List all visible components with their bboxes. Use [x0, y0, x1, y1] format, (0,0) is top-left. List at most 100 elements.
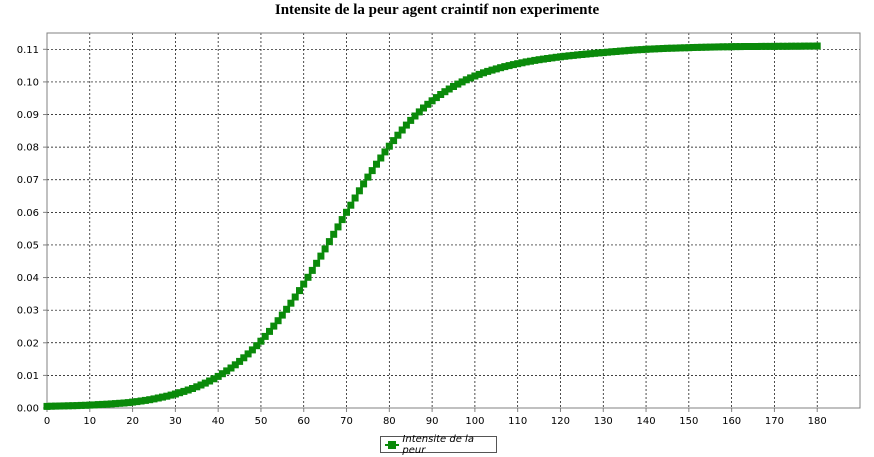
data-point — [715, 43, 723, 51]
data-point — [723, 43, 731, 51]
data-point — [236, 357, 244, 365]
data-point — [112, 400, 119, 408]
plot-border — [46, 32, 861, 409]
data-point — [77, 401, 85, 409]
data-point — [625, 46, 633, 54]
data-point — [445, 85, 453, 93]
data-point — [402, 121, 410, 129]
data-point — [171, 390, 179, 398]
data-point — [462, 76, 470, 84]
data-point — [415, 108, 423, 116]
data-point — [206, 377, 214, 385]
axes — [46, 32, 861, 409]
data-point — [176, 389, 184, 397]
data-point — [471, 72, 479, 80]
data-point — [82, 401, 89, 409]
data-point — [124, 399, 132, 407]
data-point — [146, 396, 154, 404]
data-point — [214, 372, 222, 380]
x-tick-label: 90 — [426, 416, 439, 427]
data-point — [283, 305, 291, 313]
data-point — [189, 385, 196, 392]
data-point — [467, 74, 475, 82]
data-point — [368, 167, 376, 175]
data-point — [137, 397, 145, 405]
data-point — [557, 53, 564, 61]
data-point — [437, 91, 445, 98]
data-point — [201, 379, 209, 387]
data-point — [663, 44, 671, 52]
data-point — [248, 346, 256, 354]
data-point — [180, 387, 188, 395]
data-point — [565, 52, 573, 60]
data-point — [736, 43, 744, 51]
data-point — [244, 350, 252, 358]
x-ticks: 0 10 20 30 40 50 60 70 80 90 100 110 120 130 140 150 160… — [44, 408, 827, 427]
data-point — [775, 42, 783, 50]
data-point — [505, 62, 513, 70]
data-point — [676, 44, 684, 52]
data-point — [783, 42, 791, 50]
data-point — [655, 45, 663, 53]
data-point — [424, 100, 432, 108]
data-point — [73, 402, 81, 410]
data-point — [552, 53, 560, 61]
y-tick-label: 0.00 — [17, 404, 39, 415]
data-point — [706, 43, 714, 51]
data-point — [518, 59, 526, 67]
data-point — [454, 80, 462, 88]
data-point — [141, 396, 149, 404]
data-point — [561, 52, 569, 60]
series-0 — [43, 42, 821, 410]
data-point — [728, 43, 736, 51]
y-ticks: 0.00 0.01 0.02 0.03 0.04 0.05 0.06 0.07 0.08 0.09… — [17, 45, 47, 415]
data-point — [278, 311, 286, 319]
data-point — [300, 280, 308, 288]
data-point — [218, 370, 226, 378]
y-tick-label: 0.08 — [17, 143, 39, 154]
data-point — [325, 238, 333, 246]
data-point — [227, 364, 235, 372]
x-tick-label: 0 — [44, 416, 50, 427]
x-tick-label: 40 — [212, 416, 225, 427]
data-point — [317, 252, 325, 260]
data-point — [693, 43, 701, 51]
data-point — [629, 46, 637, 54]
data-point — [719, 43, 727, 51]
data-point — [120, 399, 128, 407]
data-point — [450, 83, 457, 90]
data-point — [484, 67, 492, 75]
data-point — [766, 42, 774, 50]
data-point — [642, 45, 650, 53]
data-point — [60, 402, 68, 410]
data-point — [668, 44, 676, 52]
data-point — [407, 116, 415, 124]
data-point — [809, 42, 817, 50]
x-tick-label: 130 — [594, 416, 613, 427]
x-tick-label: 70 — [340, 416, 353, 427]
data-point — [762, 42, 770, 50]
data-point — [253, 342, 261, 350]
data-point — [355, 187, 363, 195]
data-point — [347, 201, 355, 209]
y-tick-label: 0.03 — [17, 306, 39, 317]
data-point — [364, 173, 372, 181]
data-point — [432, 94, 440, 102]
y-tick-label: 0.09 — [17, 110, 39, 121]
data-point — [197, 381, 205, 389]
data-point — [351, 194, 359, 202]
data-point — [90, 401, 98, 409]
data-point — [608, 48, 616, 56]
x-tick-label: 140 — [637, 416, 656, 427]
data-point — [94, 401, 102, 409]
data-point — [296, 287, 303, 295]
data-point — [779, 42, 787, 50]
x-tick-label: 110 — [508, 416, 527, 427]
data-point — [732, 43, 740, 51]
data-point — [330, 230, 338, 238]
data-point — [193, 383, 201, 391]
data-point — [753, 43, 761, 50]
data-point — [184, 386, 192, 394]
data-point — [527, 57, 534, 65]
data-point — [595, 49, 603, 57]
